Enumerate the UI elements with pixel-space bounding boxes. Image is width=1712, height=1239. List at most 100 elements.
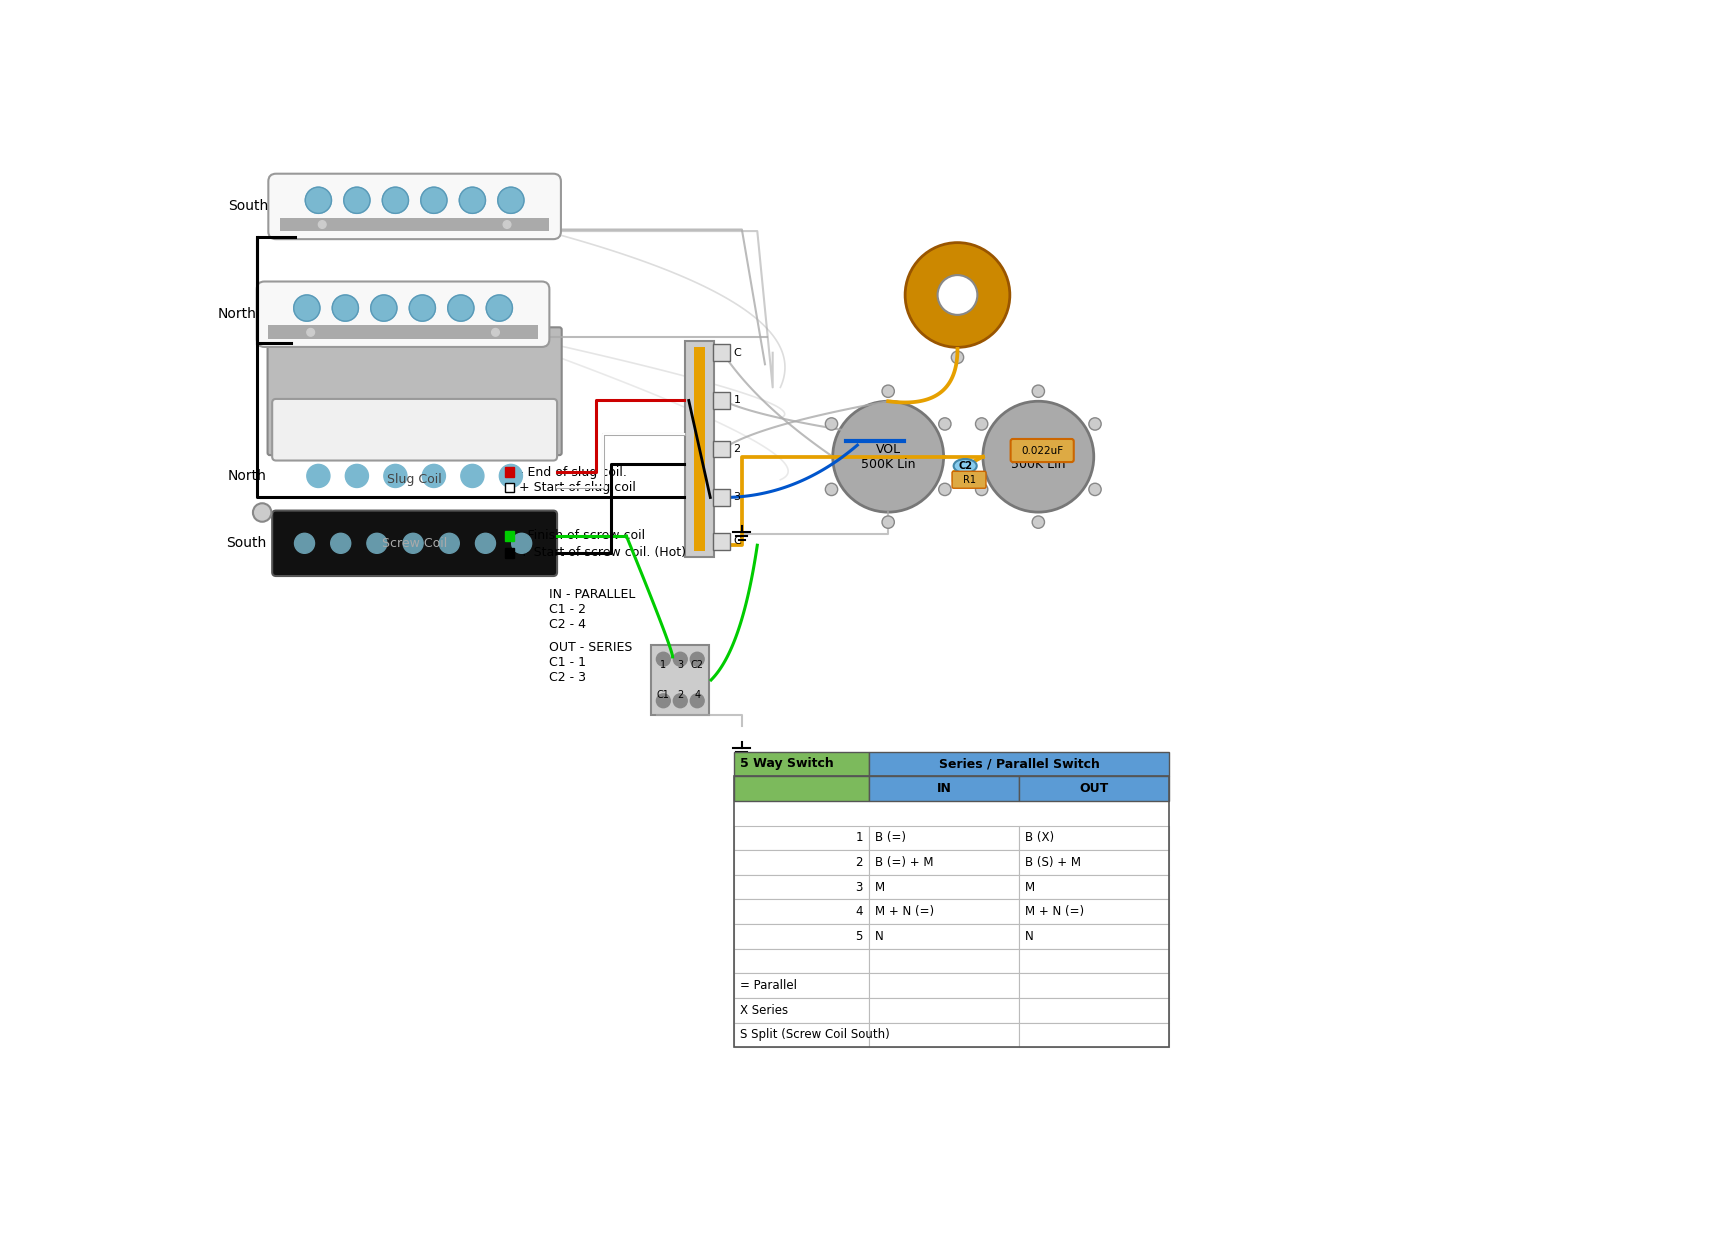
Bar — [1019, 1022, 1169, 1047]
Circle shape — [253, 503, 272, 522]
Circle shape — [332, 295, 358, 321]
Circle shape — [409, 295, 435, 321]
Circle shape — [825, 483, 837, 496]
Text: North: North — [217, 307, 257, 321]
Bar — [279, 218, 550, 232]
Circle shape — [372, 295, 397, 321]
Circle shape — [882, 515, 894, 528]
FancyBboxPatch shape — [269, 173, 562, 239]
Text: B (=): B (=) — [875, 831, 906, 844]
Circle shape — [491, 328, 500, 336]
Bar — [1019, 825, 1169, 850]
Circle shape — [690, 694, 704, 707]
Circle shape — [306, 465, 330, 487]
Circle shape — [1089, 418, 1101, 430]
Circle shape — [825, 418, 837, 430]
Text: IN - PARALLEL
C1 - 2
C2 - 4: IN - PARALLEL C1 - 2 C2 - 4 — [550, 587, 635, 631]
Circle shape — [305, 187, 332, 213]
Text: B (S) + M: B (S) + M — [1025, 856, 1082, 869]
Text: - Finish of screw coil: - Finish of screw coil — [519, 529, 645, 543]
Bar — [870, 752, 1169, 776]
Text: N: N — [1025, 930, 1034, 943]
Bar — [870, 949, 1019, 974]
Bar — [734, 825, 870, 850]
Circle shape — [294, 295, 320, 321]
FancyBboxPatch shape — [952, 471, 986, 488]
Circle shape — [318, 221, 325, 228]
Circle shape — [656, 652, 671, 667]
Bar — [1019, 924, 1169, 949]
Circle shape — [498, 187, 524, 213]
FancyBboxPatch shape — [714, 392, 731, 409]
Circle shape — [306, 328, 315, 336]
Circle shape — [882, 385, 894, 398]
Bar — [734, 974, 870, 997]
Text: B (=) + M: B (=) + M — [875, 856, 933, 869]
Bar — [870, 974, 1019, 997]
FancyBboxPatch shape — [272, 510, 556, 576]
Text: 0.022uF: 0.022uF — [1020, 446, 1063, 456]
Bar — [651, 646, 709, 715]
Text: Slug Coil: Slug Coil — [387, 473, 442, 486]
Bar — [1019, 875, 1169, 900]
Text: VOL
500K Lin: VOL 500K Lin — [861, 442, 916, 471]
Bar — [734, 850, 870, 875]
Text: M + N (=): M + N (=) — [875, 906, 935, 918]
Text: R1: R1 — [962, 475, 976, 484]
Bar — [685, 341, 714, 556]
Text: North: North — [228, 468, 267, 483]
Text: + Start of screw coil. (Hot): + Start of screw coil. (Hot) — [519, 546, 685, 560]
Circle shape — [421, 187, 447, 213]
Text: South: South — [226, 536, 267, 550]
FancyBboxPatch shape — [272, 399, 556, 461]
Circle shape — [938, 275, 978, 315]
Circle shape — [402, 533, 423, 554]
FancyBboxPatch shape — [714, 441, 731, 457]
Bar — [734, 776, 1169, 1047]
Text: Screw Coil: Screw Coil — [382, 536, 447, 550]
Bar — [1019, 997, 1169, 1022]
Circle shape — [673, 652, 687, 667]
Circle shape — [294, 533, 315, 554]
Circle shape — [461, 465, 484, 487]
Circle shape — [938, 483, 952, 496]
Bar — [1019, 776, 1169, 800]
Bar — [505, 483, 514, 492]
Text: - End of slug coil.: - End of slug coil. — [519, 466, 627, 478]
Circle shape — [503, 221, 510, 228]
Text: South: South — [228, 199, 269, 213]
Circle shape — [1089, 483, 1101, 496]
Circle shape — [983, 401, 1094, 512]
Circle shape — [486, 295, 512, 321]
Text: 1: 1 — [661, 660, 666, 670]
Circle shape — [476, 533, 495, 554]
Text: B (X): B (X) — [1025, 831, 1055, 844]
Circle shape — [346, 465, 368, 487]
Circle shape — [673, 694, 687, 707]
Bar — [870, 900, 1019, 924]
Circle shape — [330, 533, 351, 554]
Circle shape — [656, 694, 671, 707]
FancyBboxPatch shape — [714, 533, 731, 550]
Bar — [734, 900, 870, 924]
Circle shape — [690, 652, 704, 667]
Bar — [734, 997, 870, 1022]
Circle shape — [976, 418, 988, 430]
Circle shape — [976, 483, 988, 496]
FancyBboxPatch shape — [714, 489, 731, 506]
Bar — [269, 326, 538, 339]
Circle shape — [938, 418, 952, 430]
Bar — [870, 850, 1019, 875]
Text: TONE
500K Lin: TONE 500K Lin — [1012, 442, 1065, 471]
Circle shape — [906, 243, 1010, 347]
Circle shape — [366, 533, 387, 554]
Bar — [734, 924, 870, 949]
Bar — [505, 549, 514, 558]
Circle shape — [449, 295, 474, 321]
Text: N: N — [875, 930, 883, 943]
Bar — [870, 1022, 1019, 1047]
Bar — [1019, 900, 1169, 924]
Circle shape — [459, 187, 486, 213]
Bar — [1019, 850, 1169, 875]
Text: 5 Way Switch: 5 Way Switch — [740, 757, 834, 771]
